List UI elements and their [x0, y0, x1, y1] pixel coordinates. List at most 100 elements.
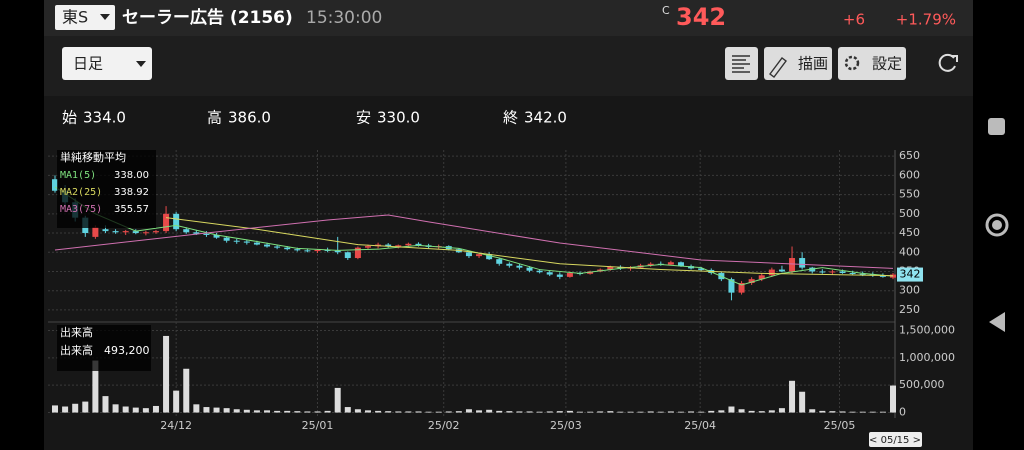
candle-body [758, 275, 765, 280]
candle-body [385, 244, 392, 247]
volume-bar [455, 411, 462, 413]
candle-body [203, 233, 210, 235]
refresh-arrow [951, 55, 958, 62]
nav-back[interactable] [989, 312, 1005, 332]
draw-button[interactable] [764, 47, 832, 80]
legend-name: MA3(75) [60, 204, 102, 215]
volume-bar [82, 401, 89, 413]
last-price: 342 [900, 268, 921, 281]
volume-bar [879, 411, 886, 413]
y-tick-label: 300 [899, 284, 920, 297]
legend-value: 338.92 [114, 187, 149, 198]
volume-bar [738, 409, 745, 413]
cursor-date: < 05/15 > [869, 435, 921, 446]
candle-body [728, 279, 735, 293]
volume-bar [223, 408, 230, 413]
volume-bar [566, 410, 573, 413]
dropdown-arrow [100, 14, 110, 20]
legend-box [57, 150, 156, 228]
candle-body [698, 268, 705, 270]
x-tick-label: 25/03 [550, 419, 582, 432]
legend-box [57, 325, 151, 371]
candle-body [193, 232, 200, 234]
candle-body [476, 254, 483, 257]
volume-bar [617, 411, 624, 413]
stock-name: セーラー広告 (2156) [122, 7, 293, 28]
volume-bar [546, 411, 553, 413]
volume-bar [688, 411, 695, 413]
volume-bar [52, 405, 58, 413]
volume-bar [758, 411, 765, 413]
volume-bar [465, 409, 472, 413]
volume-bar [839, 411, 846, 413]
volume-bar [607, 411, 614, 413]
candle-body [546, 272, 553, 275]
volume-bar [768, 410, 775, 413]
ohlc-value: 334.0 [83, 109, 126, 127]
x-tick-label: 25/05 [824, 419, 856, 432]
candle-body [112, 231, 119, 233]
nav-recent[interactable] [988, 118, 1005, 135]
volume-bar [445, 411, 452, 413]
volume-bar [577, 411, 584, 413]
legend-value: 355.57 [114, 204, 149, 215]
volume-bar [132, 407, 139, 413]
candle-body [607, 266, 614, 270]
candle-body [486, 254, 493, 260]
legend-name: MA1(5) [60, 170, 96, 181]
volume-bar [152, 405, 159, 413]
volume-bar [627, 411, 634, 413]
ohlc-label: 安 [356, 109, 371, 127]
y-tick-label: 1,000,000 [899, 351, 955, 364]
change-percent: +1.79% [896, 11, 956, 29]
candle-body [819, 271, 826, 273]
volume-bar [869, 411, 876, 413]
volume-bar [890, 385, 896, 413]
y-tick-label: 600 [899, 168, 920, 181]
price: 342 [676, 3, 726, 31]
volume-bar [556, 411, 563, 413]
volume-bar [233, 409, 240, 413]
nav-home[interactable] [985, 213, 1009, 237]
volume-bar [728, 406, 735, 413]
candle-body [677, 262, 684, 267]
candle-body [173, 213, 180, 230]
last-price-box [897, 267, 923, 282]
volume-bar [375, 410, 382, 413]
y-tick-label: 550 [899, 188, 920, 201]
y-tick-label: 1,500,000 [899, 323, 955, 336]
dropdown-arrow [136, 61, 146, 67]
candle-body [253, 242, 260, 245]
ohlc-label: 始 [62, 109, 77, 127]
time: 15:30:00 [306, 8, 382, 28]
volume-bar [708, 410, 715, 413]
volume-bar [354, 409, 361, 413]
volume-bar [203, 407, 210, 413]
settings-label: 設定 [872, 55, 902, 73]
volume-bar [193, 404, 200, 413]
period-select[interactable] [62, 47, 152, 80]
volume-bar [253, 410, 260, 413]
candle-body [789, 258, 796, 272]
volume-bar [122, 406, 129, 413]
candle-body [799, 258, 806, 268]
candle-body [233, 240, 240, 242]
candle-body [314, 249, 321, 252]
ohlc-label: 高 [207, 109, 222, 127]
legend-name: 出来高 [60, 343, 93, 357]
change: +6 [843, 11, 865, 29]
volume-bar [344, 407, 351, 413]
refresh-icon[interactable] [938, 53, 956, 72]
market-select[interactable] [55, 5, 115, 30]
y-tick-label: 0 [899, 406, 906, 419]
settings-button[interactable] [838, 47, 906, 80]
candle-body [334, 250, 341, 253]
candle-body [566, 273, 573, 277]
candle-body [536, 270, 543, 273]
candle-body [163, 213, 170, 232]
volume-bar [799, 391, 806, 413]
volume-bar [536, 411, 543, 413]
volume-bar [778, 408, 785, 413]
candle-body [496, 259, 503, 264]
ohlc-value: 386.0 [228, 109, 271, 127]
